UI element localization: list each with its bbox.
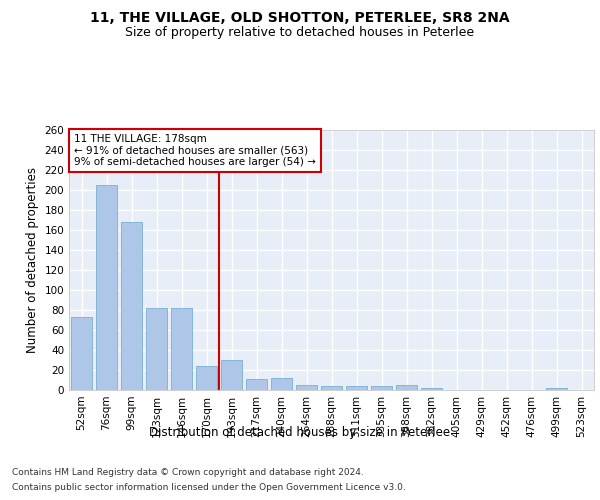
Bar [246, 379, 267, 390]
Y-axis label: Number of detached properties: Number of detached properties [26, 167, 39, 353]
Text: Contains HM Land Registry data © Crown copyright and database right 2024.: Contains HM Land Registry data © Crown c… [12, 468, 364, 477]
Bar [346, 386, 367, 390]
Bar [146, 308, 167, 390]
Bar [396, 385, 417, 390]
Text: Contains public sector information licensed under the Open Government Licence v3: Contains public sector information licen… [12, 483, 406, 492]
Bar [121, 222, 142, 390]
Text: 11 THE VILLAGE: 178sqm
← 91% of detached houses are smaller (563)
9% of semi-det: 11 THE VILLAGE: 178sqm ← 91% of detached… [74, 134, 316, 167]
Text: Size of property relative to detached houses in Peterlee: Size of property relative to detached ho… [125, 26, 475, 39]
Bar [271, 378, 292, 390]
Text: 11, THE VILLAGE, OLD SHOTTON, PETERLEE, SR8 2NA: 11, THE VILLAGE, OLD SHOTTON, PETERLEE, … [90, 10, 510, 24]
Bar [221, 360, 242, 390]
Bar [296, 385, 317, 390]
Bar [71, 317, 92, 390]
Bar [371, 386, 392, 390]
Text: Distribution of detached houses by size in Peterlee: Distribution of detached houses by size … [149, 426, 451, 439]
Bar [546, 388, 567, 390]
Bar [96, 185, 117, 390]
Bar [171, 308, 192, 390]
Bar [321, 386, 342, 390]
Bar [196, 366, 217, 390]
Bar [421, 388, 442, 390]
